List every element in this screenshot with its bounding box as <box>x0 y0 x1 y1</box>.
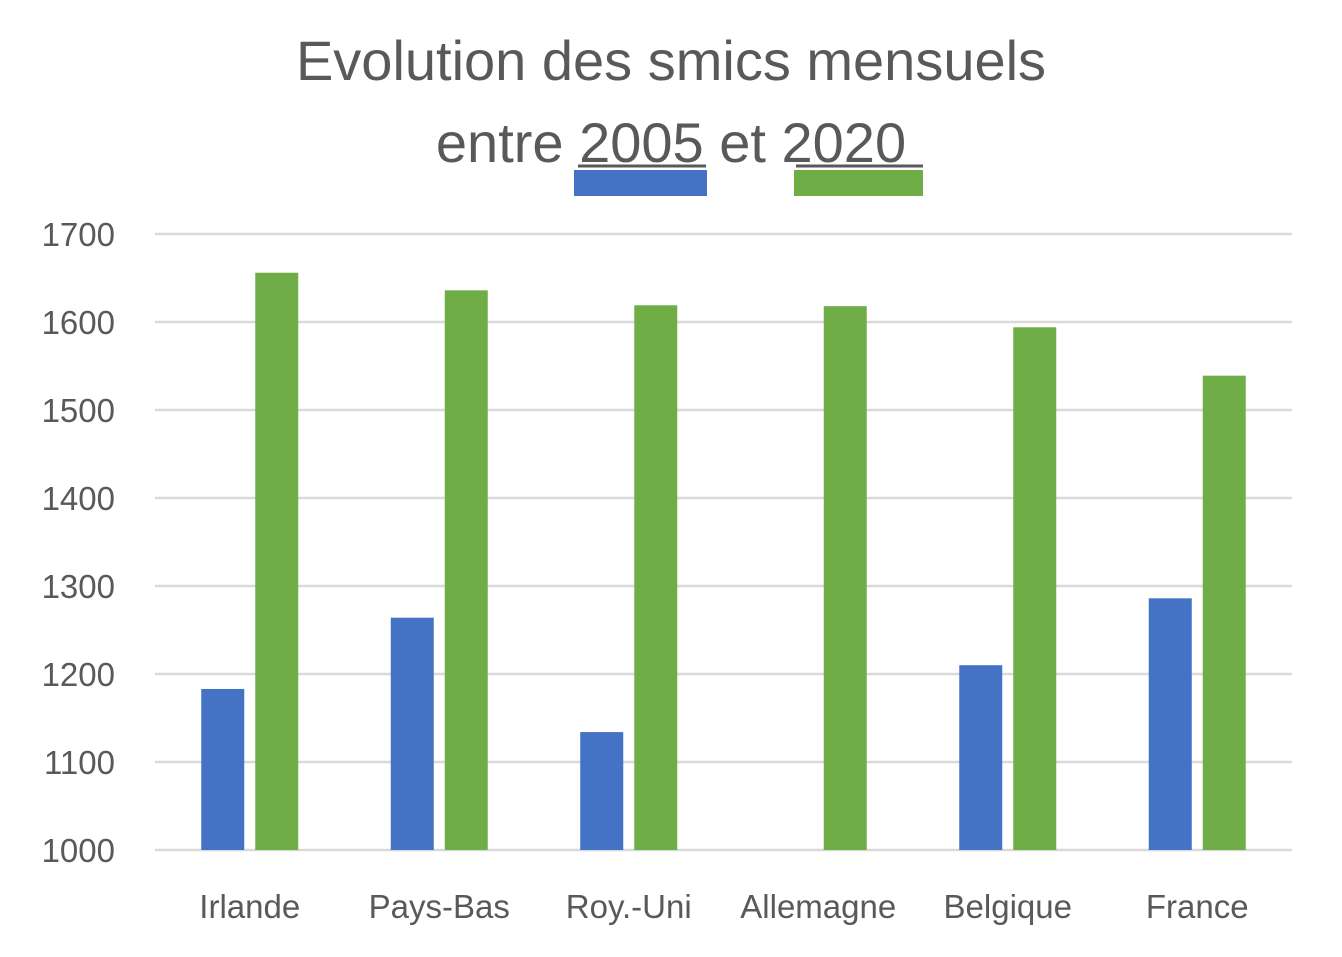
bar-2020-Belgique <box>1013 327 1057 850</box>
x-category-label-France: France <box>1146 888 1249 925</box>
y-tick-label-1200: 1200 <box>42 656 115 693</box>
title-series-2020: 2020 <box>782 111 907 174</box>
bar-2005-Belgique <box>959 665 1003 850</box>
y-tick-label-1400: 1400 <box>42 480 115 517</box>
bar-2020-Pays-Bas <box>444 290 488 850</box>
y-tick-label-1700: 1700 <box>42 216 115 253</box>
y-axis-tick-labels: 1000 1100 1200 1300 1400 1500 1600 1700 <box>42 216 115 869</box>
bar-2005-Irlande <box>201 688 245 850</box>
y-tick-label-1300: 1300 <box>42 568 115 605</box>
y-tick-label-1600: 1600 <box>42 304 115 341</box>
x-category-label-Belgique: Belgique <box>944 888 1072 925</box>
y-tick-label-1000: 1000 <box>42 832 115 869</box>
y-tick-label-1500: 1500 <box>42 392 115 429</box>
bar-2020-Roy.-Uni <box>634 305 678 850</box>
y-tick-label-1100: 1100 <box>44 744 115 781</box>
title-series-2005: 2005 <box>579 111 704 174</box>
title-prefix: entre <box>436 111 564 174</box>
x-category-label-Allemagne: Allemagne <box>740 888 896 925</box>
bars <box>201 272 1246 851</box>
x-category-label-Irlande: Irlande <box>199 888 300 925</box>
title-middle: et <box>719 111 766 174</box>
x-axis-category-labels: Irlande Pays-Bas Roy.-Uni Allemagne Belgique… <box>199 888 1248 925</box>
bar-2020-Allemagne <box>823 306 867 850</box>
gridlines <box>155 232 1292 852</box>
bar-2005-Pays-Bas <box>390 617 434 850</box>
bar-2020-France <box>1202 375 1246 850</box>
chart-title-line2: entre 2005 et 2020 <box>436 111 906 174</box>
chart-title: Evolution des smics mensuels entre 2005 … <box>296 29 1046 196</box>
x-category-label-Roy.-Uni: Roy.-Uni <box>566 888 692 925</box>
bar-2020-Irlande <box>255 272 299 851</box>
bar-2005-France <box>1148 598 1192 850</box>
legend-swatch-2005 <box>574 170 707 196</box>
x-category-label-Pays-Bas: Pays-Bas <box>369 888 510 925</box>
chart-title-line1: Evolution des smics mensuels <box>296 29 1046 92</box>
legend-swatch-2020 <box>794 170 923 196</box>
bar-2005-Roy.-Uni <box>580 732 624 850</box>
